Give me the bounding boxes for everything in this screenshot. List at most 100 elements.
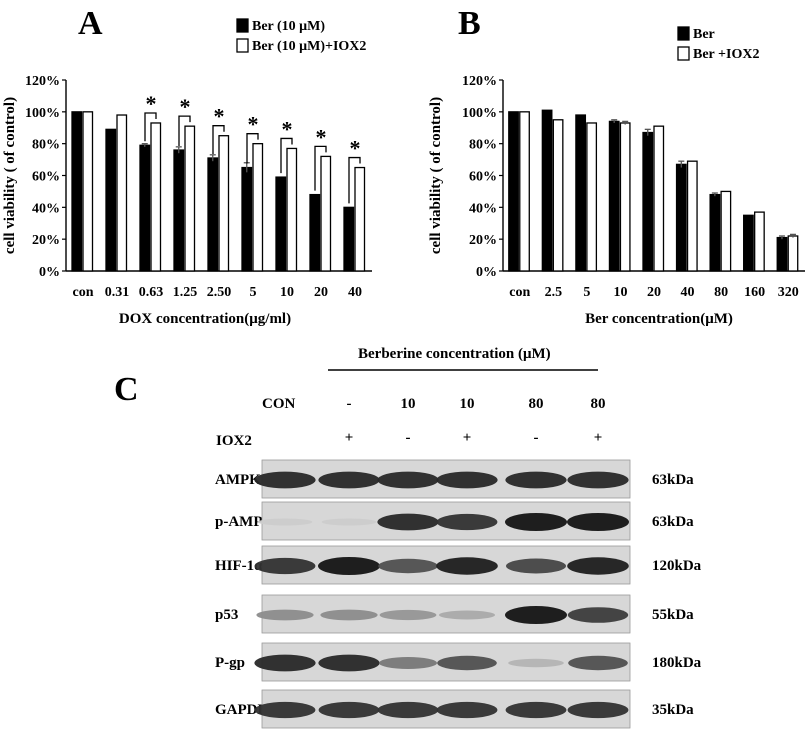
- chart-a-significance-bracket: [212, 125, 225, 154]
- chart-a-y-tick-label: 0%: [39, 265, 60, 280]
- chart-a-y-tick-label: 20%: [32, 233, 60, 248]
- chart-a-bar: [150, 122, 162, 272]
- chart-a-significance-bracket: [246, 133, 259, 164]
- blot-band: [320, 609, 378, 621]
- chart-b-bar: [552, 119, 564, 272]
- chart-a-significance-marker: *: [248, 112, 259, 137]
- chart-b-bar: [519, 111, 530, 272]
- chart-a-bar: [116, 114, 128, 272]
- chart-a-significance-marker: *: [316, 124, 327, 149]
- chart-a-bar: [207, 157, 219, 272]
- blot-band: [568, 655, 628, 671]
- blot-band: [318, 557, 380, 575]
- chart-a-x-tick-label: 1.25: [173, 285, 198, 300]
- chart-a-bar: [139, 144, 151, 272]
- blot-band: [377, 513, 439, 531]
- blot-band: [377, 471, 439, 489]
- blot-band: [256, 609, 314, 621]
- panel-c-letter: C: [114, 371, 139, 408]
- chart-a-bar: [105, 128, 117, 272]
- blot-band: [567, 471, 629, 489]
- chart-b-x-tick-label: 5: [583, 285, 590, 300]
- chart-a-x-tick-label: 5: [250, 285, 257, 300]
- blot-band: [508, 658, 564, 668]
- chart-b-bar: [508, 111, 519, 272]
- blot-protein-label: AMPK: [215, 472, 261, 488]
- blot-band: [254, 471, 316, 489]
- chart-a-bar: [241, 166, 253, 272]
- chart-b-x-tick-label: 320: [778, 285, 799, 300]
- chart-a-legend-label: Ber (10 μM)+IOX2: [252, 39, 366, 54]
- blot-concentration-label: 80: [591, 396, 606, 412]
- chart-a-x-tick-label: 10: [280, 285, 294, 300]
- blot-band: [318, 654, 380, 672]
- chart-b-x-tick-label: 40: [681, 285, 695, 300]
- blot-concentration-label: 10: [401, 396, 416, 412]
- chart-b-y-tick-label: 80%: [469, 138, 497, 153]
- blot-size-label: 180kDa: [652, 655, 702, 671]
- blot-protein-label: P-gp: [215, 655, 245, 671]
- blot-iox2-sign: -: [534, 430, 539, 446]
- chart-b: 0% 20% 40% 60% 80% 100% 120% con 2.5 5 10 20 40 80 160…: [428, 26, 805, 327]
- blot-protein-label: HIF-1α: [215, 558, 263, 574]
- blot-band: [567, 557, 629, 575]
- blot-band: [436, 513, 498, 531]
- chart-a-legend-label: Ber (10 μM): [252, 19, 325, 34]
- chart-a-bar: [309, 193, 321, 272]
- blot-iox2-sign: +: [463, 430, 472, 446]
- chart-b-y-tick-label: 120%: [462, 74, 497, 89]
- chart-b-legend-swatch: [677, 46, 690, 61]
- blot-concentration-label: 10: [460, 396, 475, 412]
- chart-a-x-tick-label: con: [73, 285, 94, 300]
- chart-b-bar: [619, 122, 631, 272]
- chart-a-significance-bracket: [178, 115, 191, 147]
- chart-a-bar: [173, 149, 185, 272]
- chart-b-legend-label: Ber: [693, 27, 715, 42]
- blot-band: [505, 471, 567, 489]
- chart-a-legend-swatch: [236, 18, 249, 33]
- chart-a-x-tick-label: 40: [348, 285, 362, 300]
- chart-a-x-axis-label: DOX concentration(μg/ml): [119, 311, 291, 327]
- blot-iox2-sign: +: [594, 430, 603, 446]
- chart-b-bar: [754, 211, 765, 272]
- blot-band: [379, 609, 437, 621]
- chart-b-bar: [720, 190, 732, 272]
- chart-b-y-axis-label: cell viability ( of control): [428, 97, 444, 254]
- blot-band: [436, 471, 498, 489]
- chart-a-x-tick-label: 0.31: [105, 285, 130, 300]
- blot-band: [379, 657, 437, 669]
- blot-band: [505, 606, 567, 624]
- chart-b-y-tick-label: 60%: [469, 170, 497, 185]
- panel-b-letter: B: [458, 5, 481, 42]
- blot-size-label: 63kDa: [652, 514, 694, 530]
- chart-b-bar: [743, 214, 754, 272]
- blot-band: [318, 471, 380, 489]
- chart-b-bar: [787, 235, 799, 272]
- chart-b-bar: [575, 114, 587, 272]
- chart-b-bar: [709, 193, 721, 272]
- chart-b-x-tick-label: 2.5: [545, 285, 563, 300]
- chart-a: 0% 20% 40% 60% 80% 100% 120% con 0.31 0.63 1.25 2.5…: [2, 18, 372, 327]
- chart-a-significance-bracket: [348, 156, 361, 204]
- blot-band: [506, 558, 566, 574]
- blot-con-label: CON: [262, 396, 296, 412]
- chart-a-x-tick-label: 20: [314, 285, 328, 300]
- blot-size-label: 120kDa: [652, 558, 702, 574]
- chart-a-bar: [71, 111, 83, 272]
- chart-b-y-tick-label: 0%: [476, 265, 497, 280]
- chart-b-bar: [541, 109, 553, 272]
- chart-a-bar: [354, 166, 366, 272]
- blot-size-label: 35kDa: [652, 702, 694, 718]
- blot-size-label: 63kDa: [652, 472, 694, 488]
- chart-a-significance-bracket: [144, 112, 157, 142]
- blot-band: [254, 557, 316, 575]
- blot-band: [437, 655, 497, 671]
- chart-a-significance-bracket: [280, 137, 293, 174]
- chart-a-bar: [320, 155, 332, 272]
- blot-band: [567, 513, 629, 531]
- chart-a-bar: [275, 176, 287, 272]
- chart-b-x-tick-label: con: [509, 285, 530, 300]
- chart-a-y-tick-label: 80%: [32, 138, 60, 153]
- chart-a-significance-marker: *: [214, 104, 225, 129]
- blot-band: [505, 701, 567, 719]
